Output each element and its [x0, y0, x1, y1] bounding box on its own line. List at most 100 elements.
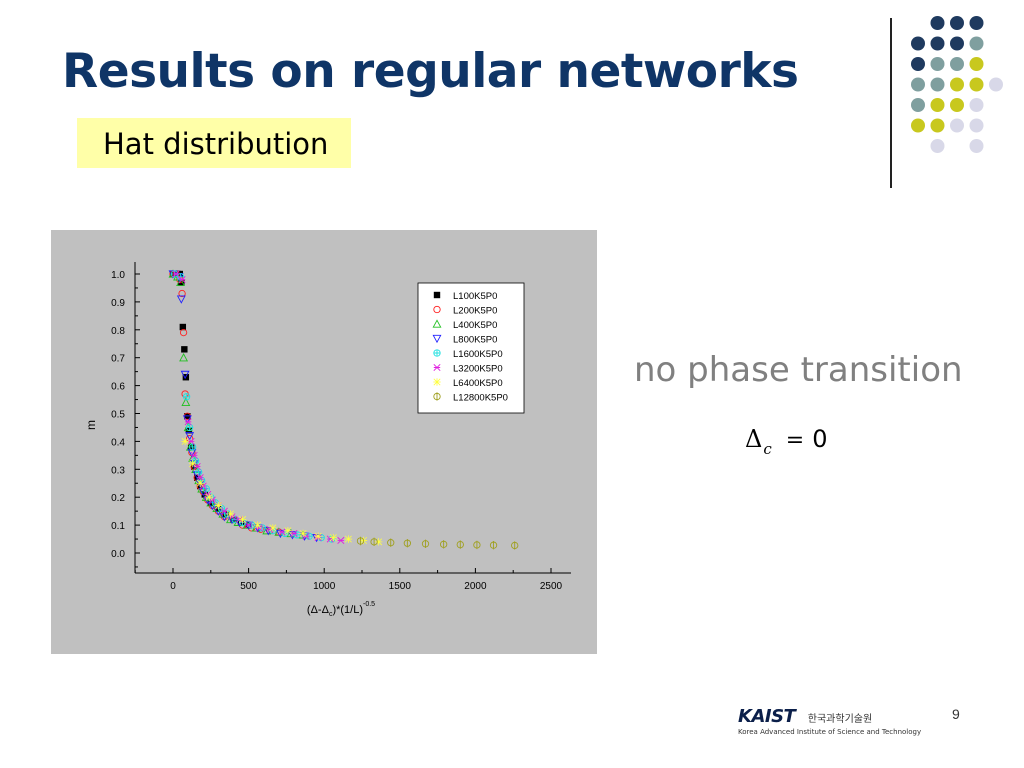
decorative-dot [930, 98, 945, 112]
legend-marker [433, 392, 441, 401]
data-point [187, 448, 197, 458]
data-point [182, 393, 191, 401]
data-point [337, 536, 345, 544]
legend-entry: L800K5P0 [453, 335, 497, 346]
decorative-dot [911, 57, 925, 71]
series-L100K5P0 [169, 270, 252, 529]
data-point [511, 541, 519, 550]
data-point [344, 535, 353, 543]
decorative-dot [950, 36, 964, 51]
delta-subscript: c [763, 440, 772, 458]
decorative-dot [911, 118, 925, 133]
decorative-dot [911, 77, 925, 92]
y-tick-label: 1.0 [111, 270, 125, 281]
data-point [421, 539, 430, 548]
decorative-dot [969, 139, 984, 153]
legend-entry: L200K5P0 [453, 306, 497, 317]
decorative-dot [969, 118, 984, 133]
legend-marker [432, 334, 442, 344]
y-tick-label: 0.9 [111, 298, 125, 309]
data-point [185, 423, 194, 432]
kaist-logo-english: Korea Advanced Institute of Science and … [738, 728, 922, 736]
chart-marks [168, 269, 519, 550]
legend-marker [433, 291, 441, 299]
data-point [299, 529, 307, 538]
decorative-dot-grid [911, 16, 1003, 153]
data-point [226, 510, 235, 518]
x-tick-label: 2000 [464, 581, 487, 592]
decorative-dot [930, 118, 945, 133]
data-point [238, 515, 247, 524]
legend-marker [433, 349, 441, 357]
y-tick-label: 0.2 [111, 493, 125, 504]
chart-panel: 0.0 0.1 0.2 0.3 0.4 0.5 0.6 0.7 0.8 0.9 1.0 0 500 100… [51, 230, 597, 654]
data-point [179, 328, 188, 337]
y-tick-label: 0.5 [111, 410, 125, 421]
data-point [387, 538, 395, 547]
slide-title: Results on regular networks [62, 44, 799, 99]
data-point [214, 501, 223, 510]
data-point [172, 270, 180, 278]
kaist-logo-korean: 한국과학기술원 [807, 714, 873, 725]
data-point [370, 537, 378, 547]
legend-marker [432, 319, 442, 328]
y-tick-label: 0.6 [111, 382, 125, 393]
decorative-dot [950, 98, 964, 112]
x-tick-label: 500 [240, 581, 257, 592]
data-point [181, 346, 188, 353]
y-tick-label: 0.4 [111, 437, 125, 448]
critical-value-equation: Δc = 0 [745, 425, 827, 458]
data-point [187, 437, 195, 445]
chart-legend: L100K5P0 L200K5P0 L400K5P0 L800K5P0 L1600K5P… [417, 282, 525, 414]
subtitle-box: Hat distribution [77, 118, 351, 168]
data-point [195, 468, 203, 476]
data-point [356, 536, 365, 546]
y-tick-label: 0.1 [111, 521, 125, 532]
x-axis-label: (Δ-Δc)*(1/L)-0.5 [307, 601, 375, 618]
legend-entry: L1600K5P0 [453, 349, 503, 360]
data-point [314, 532, 322, 540]
series-L200K5P0 [169, 270, 283, 536]
decorative-dot [969, 77, 984, 92]
decorative-dot [950, 77, 964, 92]
decorative-dot [911, 98, 925, 112]
data-point [329, 533, 337, 542]
decorative-dot [911, 36, 925, 51]
series-L400K5P0 [168, 269, 308, 539]
y-axis-label: m [84, 420, 98, 430]
decorative-dot [969, 57, 984, 71]
x-tick-label: 0 [170, 581, 176, 592]
data-point [178, 289, 186, 298]
data-point [179, 353, 189, 362]
decorative-dot [950, 118, 964, 133]
decorative-dot [969, 36, 984, 51]
decorative-dot [930, 139, 945, 153]
data-point [374, 538, 383, 546]
legend-entry: L400K5P0 [453, 320, 497, 331]
decorative-dot [989, 77, 1003, 92]
data-point [176, 277, 186, 287]
data-point [439, 540, 448, 549]
decorative-divider [890, 18, 892, 188]
decorative-dot [969, 98, 984, 112]
decorative-dot [969, 16, 984, 30]
data-point [189, 443, 197, 451]
legend-entry: L100K5P0 [453, 291, 497, 302]
data-point [185, 432, 195, 441]
data-point [290, 529, 298, 537]
legend-box [417, 282, 525, 414]
data-point [403, 539, 412, 548]
legend-entry: L3200K5P0 [453, 364, 503, 375]
data-point [220, 507, 228, 515]
data-point [188, 460, 197, 468]
decorative-dot [930, 57, 945, 71]
y-tick-label: 0.7 [111, 354, 125, 365]
series-L12800K5P0 [356, 536, 519, 550]
delta-symbol: Δ [745, 425, 763, 453]
decorative-dot [930, 77, 945, 92]
series-L3200K5P0 [172, 270, 345, 544]
page-number: 9 [952, 706, 960, 722]
decorative-dot [930, 36, 945, 51]
data-point [473, 540, 481, 550]
chart-axes: 0.0 0.1 0.2 0.3 0.4 0.5 0.6 0.7 0.8 0.9 1.0 0 500 100… [111, 262, 571, 592]
